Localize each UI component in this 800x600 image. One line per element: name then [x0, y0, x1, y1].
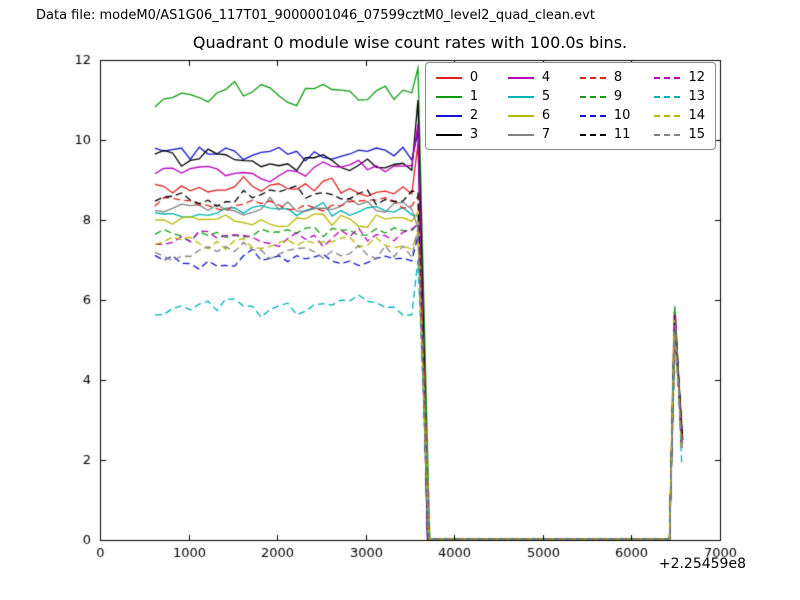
legend-item-label: 5 [541, 89, 551, 104]
x-axis-offset-label: +2.25459e8 [658, 556, 746, 572]
legend-item: 5 [507, 89, 556, 104]
legend-item-label: 11 [613, 127, 631, 142]
legend-item: 2 [435, 108, 484, 123]
data-file-label: Data file: modeM0/AS1G06_117T01_90000010… [36, 8, 595, 23]
legend-line-sample [579, 133, 606, 136]
legend-item: 8 [579, 70, 631, 85]
legend-item-label: 2 [469, 108, 479, 123]
legend-line-sample [435, 95, 462, 98]
legend-item: 13 [654, 89, 705, 104]
legend-item: 9 [579, 89, 631, 104]
legend-line-sample [507, 133, 534, 136]
legend-item: 10 [579, 108, 631, 123]
legend-item: 15 [654, 127, 705, 142]
legend-item-label: 15 [688, 127, 705, 142]
legend-line-sample [507, 95, 534, 98]
legend-line-sample [654, 133, 681, 136]
chart-title: Quadrant 0 module wise count rates with … [192, 33, 628, 52]
legend-line-sample [507, 114, 534, 117]
legend-item-label: 10 [613, 108, 631, 123]
legend-item: 7 [507, 127, 556, 142]
legend-item-label: 12 [688, 70, 705, 85]
legend-item-label: 3 [469, 127, 479, 142]
legend-item-label: 7 [541, 127, 551, 142]
legend-line-sample [654, 76, 681, 79]
legend-item-label: 8 [613, 70, 623, 85]
legend-line-sample [579, 95, 606, 98]
legend-item: 4 [507, 70, 556, 85]
legend-line-sample [435, 76, 462, 79]
legend-line-sample [579, 76, 606, 79]
legend-line-sample [654, 95, 681, 98]
legend-item: 12 [654, 70, 705, 85]
legend-item-label: 4 [541, 70, 551, 85]
legend-line-sample [579, 114, 606, 117]
legend-item: 6 [507, 108, 556, 123]
legend-line-sample [435, 133, 462, 136]
legend-item-label: 13 [688, 89, 705, 104]
legend-item: 14 [654, 108, 705, 123]
legend-line-sample [654, 114, 681, 117]
legend-item-label: 9 [613, 89, 623, 104]
legend-item: 1 [435, 89, 484, 104]
legend-item-label: 1 [469, 89, 479, 104]
legend-item-label: 0 [469, 70, 479, 85]
legend-item-label: 6 [541, 108, 551, 123]
legend-item: 11 [579, 127, 631, 142]
legend: 0 1 2 3 4 5 6 7 8 9 10 11 12 13 14 15 [424, 62, 716, 150]
legend-item: 3 [435, 127, 484, 142]
legend-line-sample [507, 76, 534, 79]
legend-item-label: 14 [688, 108, 705, 123]
legend-line-sample [435, 114, 462, 117]
legend-item: 0 [435, 70, 484, 85]
